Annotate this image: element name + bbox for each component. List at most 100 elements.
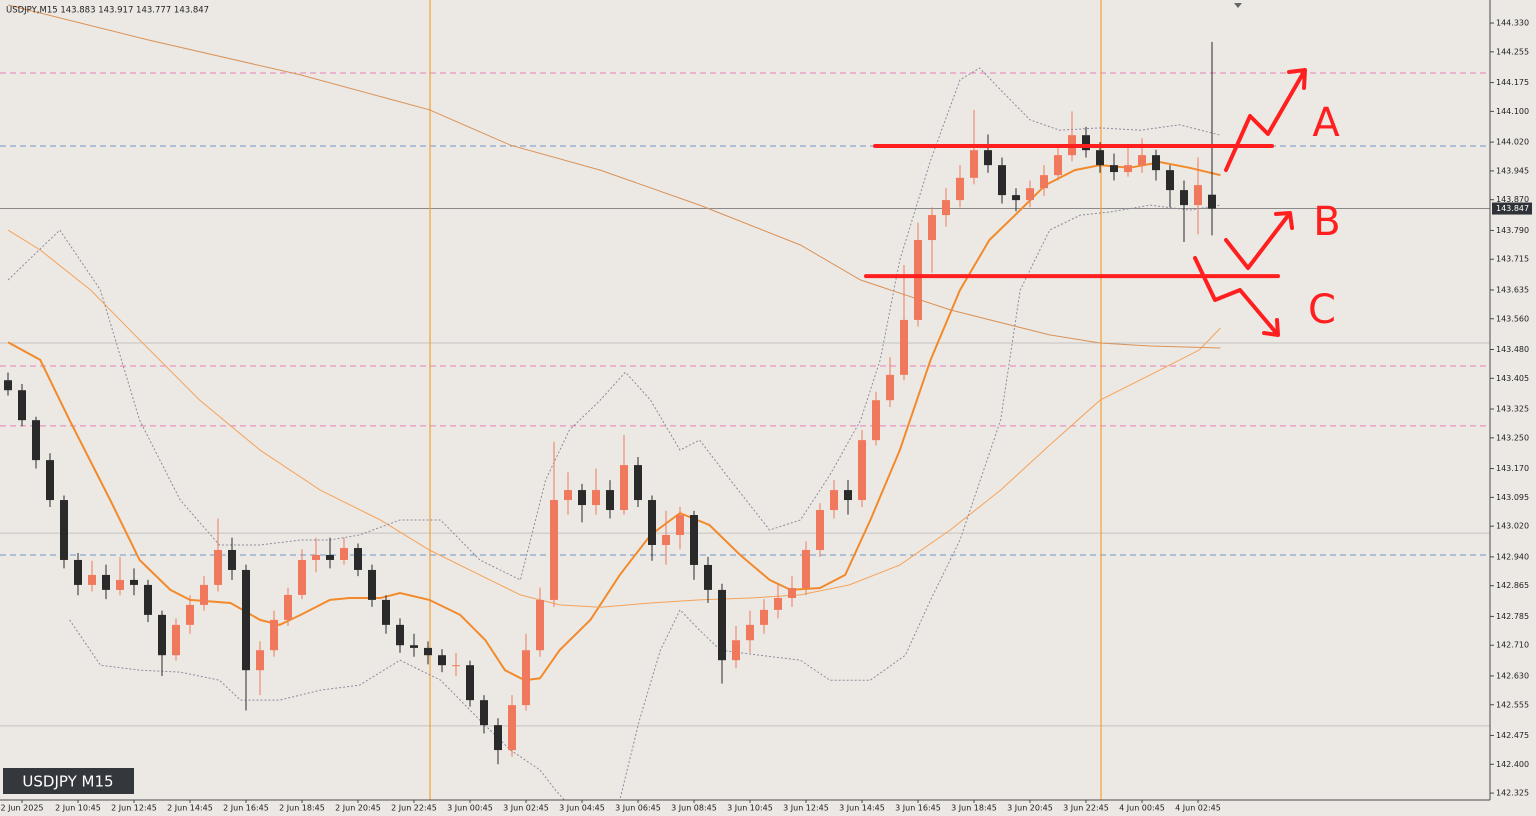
candle-body — [1166, 170, 1174, 191]
y-tick-label: 143.170 — [1496, 464, 1529, 473]
y-tick-label: 144.330 — [1496, 19, 1529, 28]
y-tick-label: 143.405 — [1496, 374, 1529, 383]
candle-body — [606, 490, 614, 511]
candle-body — [298, 559, 306, 595]
candle-body — [60, 500, 68, 560]
x-tick-label: 3 Jun 18:45 — [951, 804, 997, 813]
y-tick-label: 142.475 — [1496, 731, 1529, 740]
candle-body — [256, 650, 264, 671]
y-tick-label: 143.250 — [1496, 433, 1529, 442]
candle-body — [1194, 185, 1202, 206]
candle-body — [900, 319, 908, 375]
candle-body — [620, 465, 628, 511]
x-tick-label: 3 Jun 04:45 — [559, 804, 605, 813]
y-tick-label: 142.940 — [1496, 552, 1529, 561]
candle-body — [326, 554, 334, 560]
candle-body — [662, 534, 670, 545]
x-tick-label: 3 Jun 08:45 — [671, 804, 717, 813]
x-tick-label: 3 Jun 10:45 — [727, 804, 773, 813]
candle-body — [200, 584, 208, 605]
candle-body — [550, 500, 558, 600]
candle-body — [676, 515, 684, 535]
candle-body — [1096, 150, 1104, 166]
y-tick-label: 143.020 — [1496, 522, 1529, 531]
y-tick-label: 143.715 — [1496, 255, 1529, 264]
arrow-a — [1224, 68, 1307, 172]
y-tick-label: 142.400 — [1496, 760, 1529, 769]
y-tick-label: 143.480 — [1496, 345, 1529, 354]
x-tick-label: 2 Jun 22:45 — [391, 804, 437, 813]
candle-body — [396, 624, 404, 646]
arrow-c — [1193, 256, 1280, 337]
candle-body — [1026, 188, 1034, 201]
candle-body — [4, 380, 12, 391]
candle-body — [984, 150, 992, 166]
x-tick-label: 3 Jun 16:45 — [895, 804, 941, 813]
last-price-box — [1492, 202, 1532, 215]
indicators — [7, 4, 1221, 800]
candle-body — [172, 624, 180, 656]
candle-body — [144, 584, 152, 615]
y-tick-label: 142.785 — [1496, 612, 1529, 621]
y-tick-label: 144.175 — [1496, 78, 1529, 87]
candle-body — [354, 548, 362, 570]
candle-body — [1054, 155, 1062, 176]
x-tick-label: 4 Jun 00:45 — [1119, 804, 1165, 813]
candle-body — [536, 599, 544, 651]
candle-body — [382, 599, 390, 625]
y-tick-label: 143.790 — [1496, 226, 1529, 235]
candle-body — [802, 549, 810, 588]
scenario-label: B — [1313, 199, 1340, 245]
candle-body — [508, 705, 516, 751]
candle-body — [774, 597, 782, 610]
candle-body — [844, 490, 852, 501]
y-tick-label: 142.865 — [1496, 581, 1529, 590]
band-line — [69, 204, 1221, 800]
candle-body — [74, 559, 82, 585]
candle-body — [718, 589, 726, 661]
candle-body — [690, 515, 698, 565]
y-tick-label: 144.100 — [1496, 107, 1529, 116]
x-tick-label: 3 Jun 14:45 — [839, 804, 885, 813]
candle-body — [130, 579, 138, 585]
candle-body — [242, 569, 250, 671]
candle-body — [102, 574, 110, 590]
candle-body — [956, 177, 964, 201]
candle-body — [410, 645, 418, 648]
chart-header: USDJPY,M15 143.883 143.917 143.777 143.8… — [6, 6, 209, 16]
candle-body — [480, 700, 488, 726]
candle-body — [732, 640, 740, 661]
candle-body — [578, 490, 586, 506]
x-tick-label: 3 Jun 22:45 — [1063, 804, 1109, 813]
x-tick-label: 3 Jun 06:45 — [615, 804, 661, 813]
y-tick-label: 142.630 — [1496, 671, 1529, 680]
candle-body — [1040, 175, 1048, 189]
y-tick-label: 143.095 — [1496, 493, 1529, 502]
candle-body — [564, 490, 572, 501]
candle-body — [1082, 135, 1090, 151]
x-tick-label: 2 Jun 18:45 — [279, 804, 325, 813]
candle-body — [46, 460, 54, 501]
y-tick-label: 144.255 — [1496, 47, 1529, 56]
candle-body — [1180, 190, 1188, 206]
candle-body — [872, 400, 880, 441]
candle-body — [340, 548, 348, 560]
band-line — [7, 67, 1221, 581]
annotations: A BC — [864, 68, 1341, 337]
candle-body — [788, 587, 796, 598]
x-tick-label: 3 Jun 20:45 — [1007, 804, 1053, 813]
candle-body — [312, 554, 320, 560]
arrow-b — [1224, 211, 1294, 270]
candle-body — [494, 725, 502, 751]
x-tick-label: 3 Jun 02:45 — [503, 804, 549, 813]
candle-body — [1208, 194, 1216, 209]
x-tick-label: 2 Jun 10:45 — [55, 804, 101, 813]
candle-body — [928, 215, 936, 241]
candle-body — [914, 240, 922, 320]
shift-marker — [1234, 3, 1242, 8]
candle-body — [1124, 165, 1132, 173]
y-tick-label: 143.325 — [1496, 405, 1529, 414]
